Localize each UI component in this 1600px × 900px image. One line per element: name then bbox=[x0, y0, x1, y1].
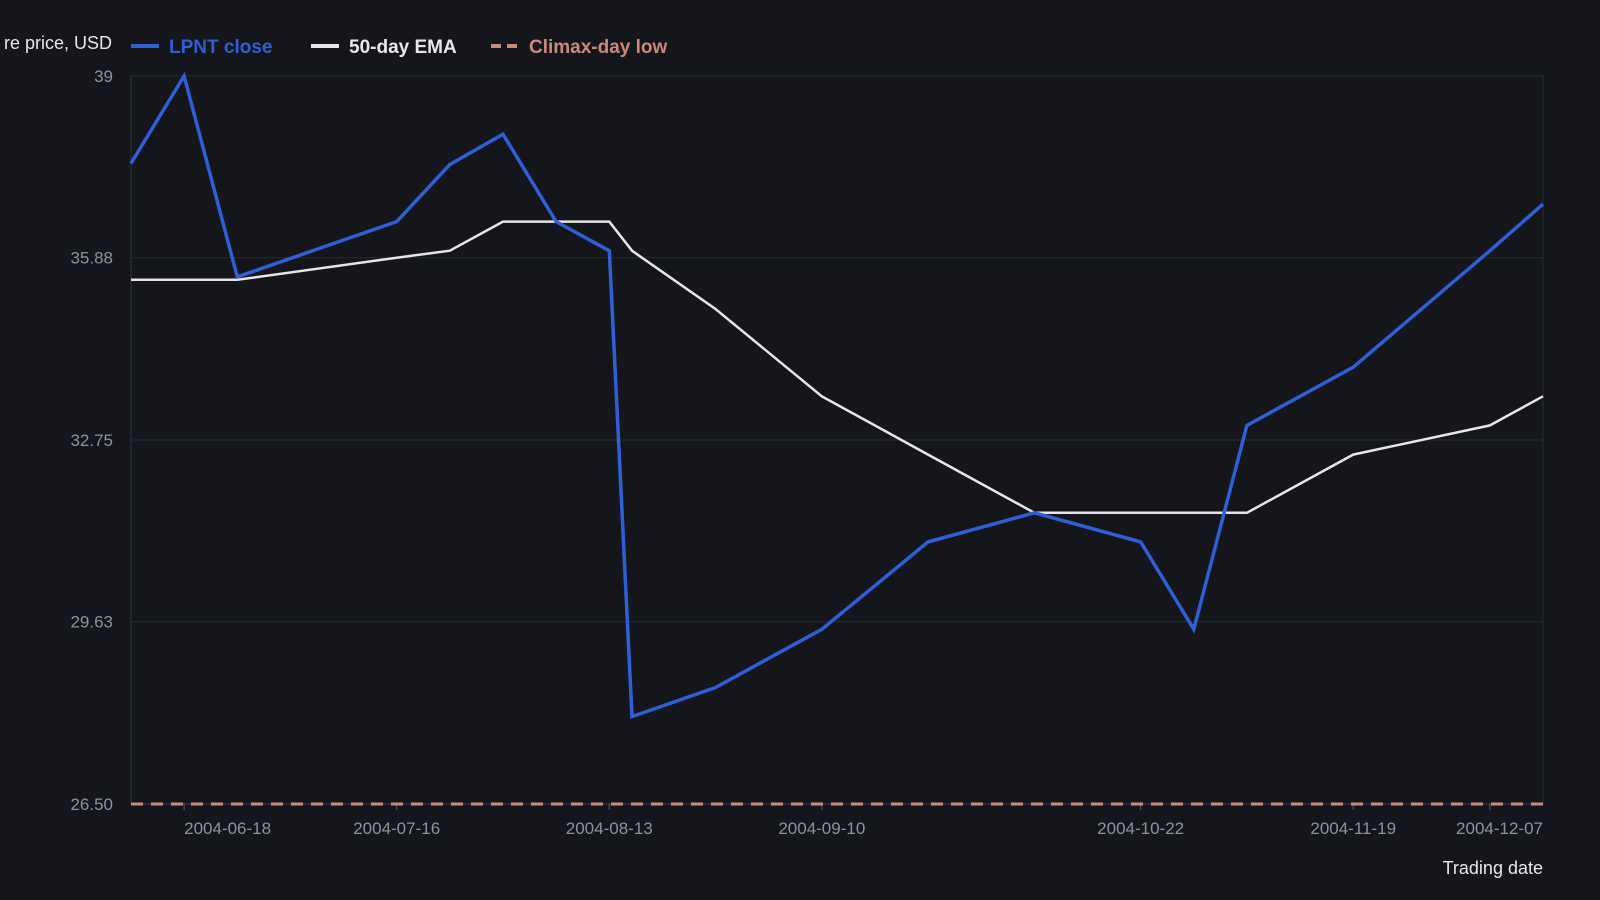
x-tick-label: 2004-10-22 bbox=[1097, 819, 1184, 838]
tick-labels: 39 35.88 32.75 29.63 26.50 2004-06-18 2004-07-… bbox=[70, 67, 1543, 838]
legend-label: LPNT close bbox=[169, 37, 272, 58]
x-tick-label: 2004-12-07 bbox=[1456, 819, 1543, 838]
x-tick-label: 2004-07-16 bbox=[353, 819, 440, 838]
axes bbox=[130, 75, 1544, 810]
x-tick-label: 2004-06-18 bbox=[184, 819, 271, 838]
y-tick-label: 26.50 bbox=[70, 795, 113, 814]
y-axis-label: re price, USD bbox=[4, 33, 112, 53]
legend-item: LPNT close bbox=[131, 37, 272, 58]
gridlines bbox=[131, 75, 1543, 805]
series-line-50-day-ema bbox=[131, 220, 1544, 515]
y-tick-label: 29.63 bbox=[70, 613, 113, 632]
x-tick-label: 2004-08-13 bbox=[566, 819, 653, 838]
legend-item: 50-day EMA bbox=[311, 37, 457, 58]
legend: LPNT close 50-day EMA Climax-day low bbox=[131, 37, 668, 58]
x-tick-label: 2004-11-19 bbox=[1310, 819, 1396, 838]
y-tick-label: 35.88 bbox=[70, 249, 113, 268]
series-line-lpnt-close bbox=[129, 71, 1545, 720]
y-tick-label: 39 bbox=[94, 67, 113, 86]
y-tick-label: 32.75 bbox=[70, 431, 113, 450]
x-tick-label: 2004-09-10 bbox=[778, 819, 865, 838]
legend-label: 50-day EMA bbox=[349, 37, 457, 58]
legend-item: Climax-day low bbox=[491, 37, 668, 58]
legend-label: Climax-day low bbox=[529, 37, 668, 58]
x-axis-label: Trading date bbox=[1443, 858, 1543, 878]
series-lines bbox=[129, 71, 1545, 806]
